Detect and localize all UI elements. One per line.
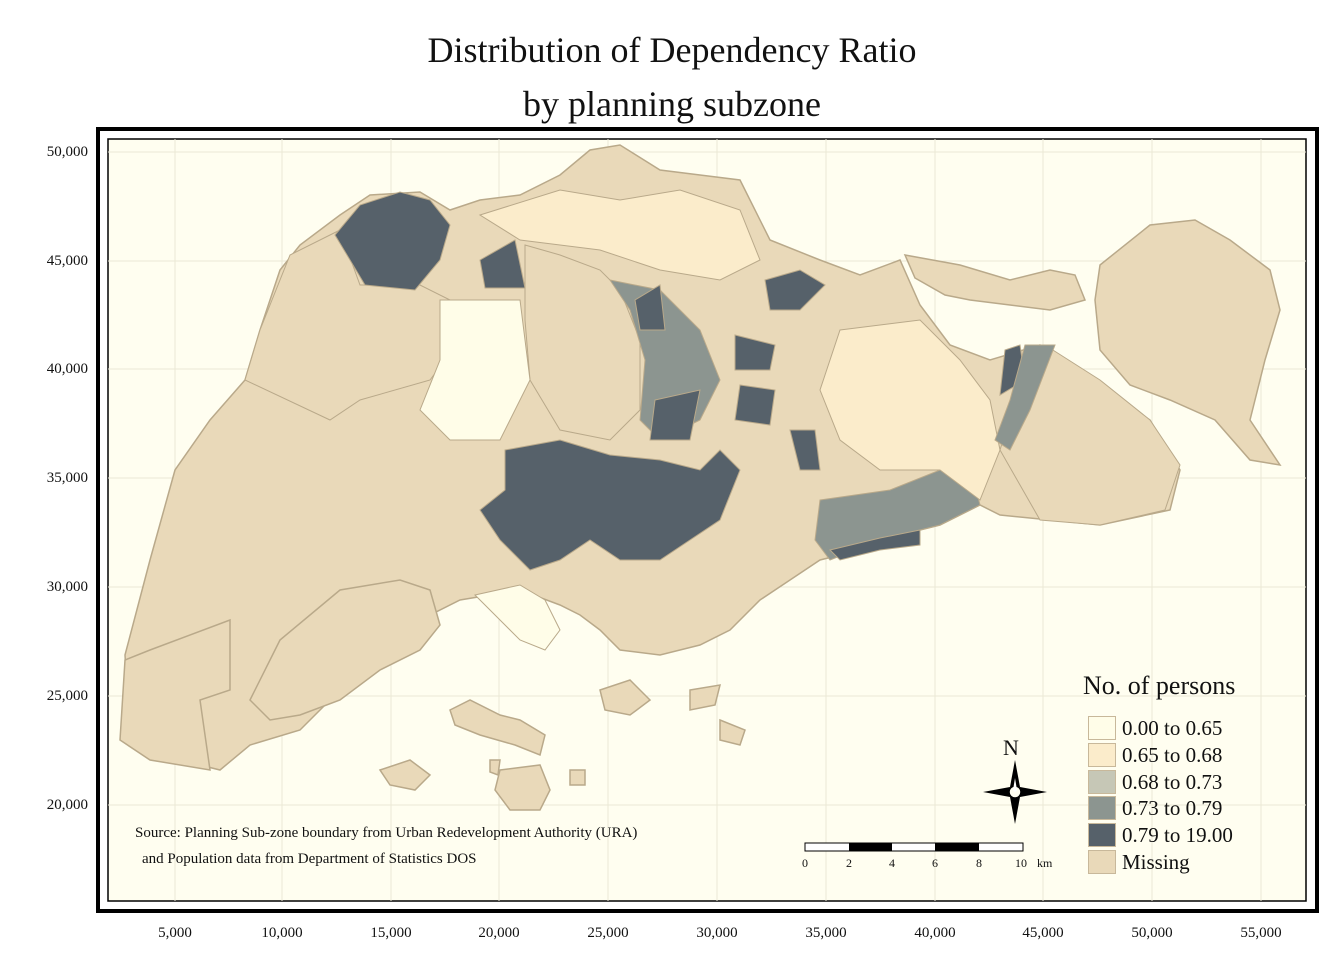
- westside-zones: [419, 299, 531, 441]
- jurong-island: [249, 579, 441, 721]
- scale-label: 2: [846, 856, 852, 870]
- compass-north-label: N: [1003, 735, 1019, 760]
- legend-swatch: [1088, 770, 1116, 794]
- legend-item: 0.65 to 0.68: [1088, 742, 1222, 768]
- x-tick-label: 40,000: [914, 925, 956, 941]
- y-tick-label: 40,000: [46, 361, 88, 377]
- y-tick-label: 35,000: [46, 470, 88, 486]
- x-tick-label: 30,000: [696, 925, 738, 941]
- southern-islands: [378, 679, 746, 811]
- pasir-ris-mid: [994, 344, 1056, 451]
- legend-item: Missing: [1088, 849, 1190, 875]
- legend-swatch: [1088, 716, 1116, 740]
- legend-label: 0.00 to 0.65: [1122, 716, 1223, 740]
- map-title-line1: Distribution of Dependency Ratio: [427, 30, 917, 70]
- scale-label: 4: [889, 856, 895, 870]
- x-tick-label: 35,000: [805, 925, 847, 941]
- scale-label: 0: [802, 856, 808, 870]
- sentosa: [474, 584, 561, 651]
- compass-rose: [983, 760, 1047, 824]
- legend-label: 0.65 to 0.68: [1122, 743, 1223, 767]
- scale-unit: km: [1037, 856, 1053, 870]
- legend-item: 0.79 to 19.00: [1088, 822, 1233, 848]
- map-title-line2: by planning subzone: [523, 84, 821, 124]
- legend-label: Missing: [1122, 850, 1190, 874]
- legend-swatch: [1088, 850, 1116, 874]
- central-dark-cluster: [479, 439, 741, 571]
- legend-item: 0.68 to 0.73: [1088, 769, 1222, 795]
- tuas-area: [119, 618, 231, 771]
- scale-label: 10: [1015, 856, 1027, 870]
- scale-bar: [804, 842, 1024, 852]
- north-dark-zone: [479, 239, 526, 289]
- y-tick-label: 25,000: [46, 688, 88, 704]
- x-tick-label: 20,000: [478, 925, 520, 941]
- legend-title: No. of persons: [1083, 671, 1236, 700]
- x-tick-label: 50,000: [1131, 925, 1173, 941]
- legend-item: 0.73 to 0.79: [1088, 795, 1222, 821]
- x-tick-label: 45,000: [1022, 925, 1064, 941]
- x-tick-label: 15,000: [370, 925, 412, 941]
- legend-label: 0.79 to 19.00: [1122, 823, 1233, 847]
- x-tick-label: 55,000: [1240, 925, 1282, 941]
- legend-swatch: [1088, 796, 1116, 820]
- source-note-line1: Source: Planning Sub-zone boundary from …: [135, 825, 638, 841]
- northeast-dark-zones: [634, 269, 826, 471]
- x-tick-label: 25,000: [587, 925, 629, 941]
- x-tick-label: 10,000: [261, 925, 303, 941]
- east-dark-strip: [829, 529, 921, 561]
- legend-swatch: [1088, 823, 1116, 847]
- pulau-ubin: [903, 254, 1087, 311]
- legend-item: 0.00 to 0.65: [1088, 715, 1222, 741]
- east-light-zones: [819, 319, 1001, 501]
- central-catchment: [524, 244, 641, 441]
- western-catchment: [244, 229, 461, 421]
- y-tick-label: 45,000: [46, 253, 88, 269]
- legend-label: 0.68 to 0.73: [1122, 770, 1223, 794]
- y-tick-label: 30,000: [46, 579, 88, 595]
- source-note-line2: and Population data from Department of S…: [142, 851, 477, 867]
- northwest-dark-zone: [334, 191, 451, 291]
- y-tick-label: 20,000: [46, 797, 88, 813]
- pulau-tekong: [1094, 219, 1282, 467]
- outer-frame: [96, 127, 1319, 913]
- north-zones: [478, 189, 761, 281]
- x-tick-label: 5,000: [158, 925, 192, 941]
- legend-swatch: [1088, 743, 1116, 767]
- scale-label: 8: [976, 856, 982, 870]
- legend-label: 0.73 to 0.79: [1122, 796, 1223, 820]
- y-tick-label: 50,000: [46, 144, 88, 160]
- east-mid-zones: [814, 469, 981, 561]
- scale-label: 6: [932, 856, 938, 870]
